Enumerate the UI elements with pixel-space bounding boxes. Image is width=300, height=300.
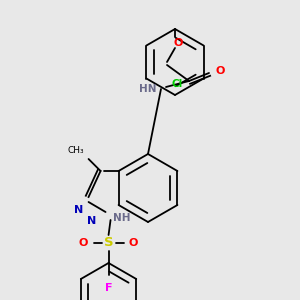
Text: S: S <box>104 236 113 250</box>
Text: NH: NH <box>112 213 130 223</box>
Text: O: O <box>79 238 88 248</box>
Text: O: O <box>129 238 138 248</box>
Text: CH₃: CH₃ <box>68 146 85 155</box>
Text: HN: HN <box>140 84 157 94</box>
Text: N: N <box>87 216 97 226</box>
Text: O: O <box>216 66 225 76</box>
Text: F: F <box>105 283 112 293</box>
Text: Cl: Cl <box>171 79 183 89</box>
Text: O: O <box>173 38 183 48</box>
Text: N: N <box>74 205 84 215</box>
